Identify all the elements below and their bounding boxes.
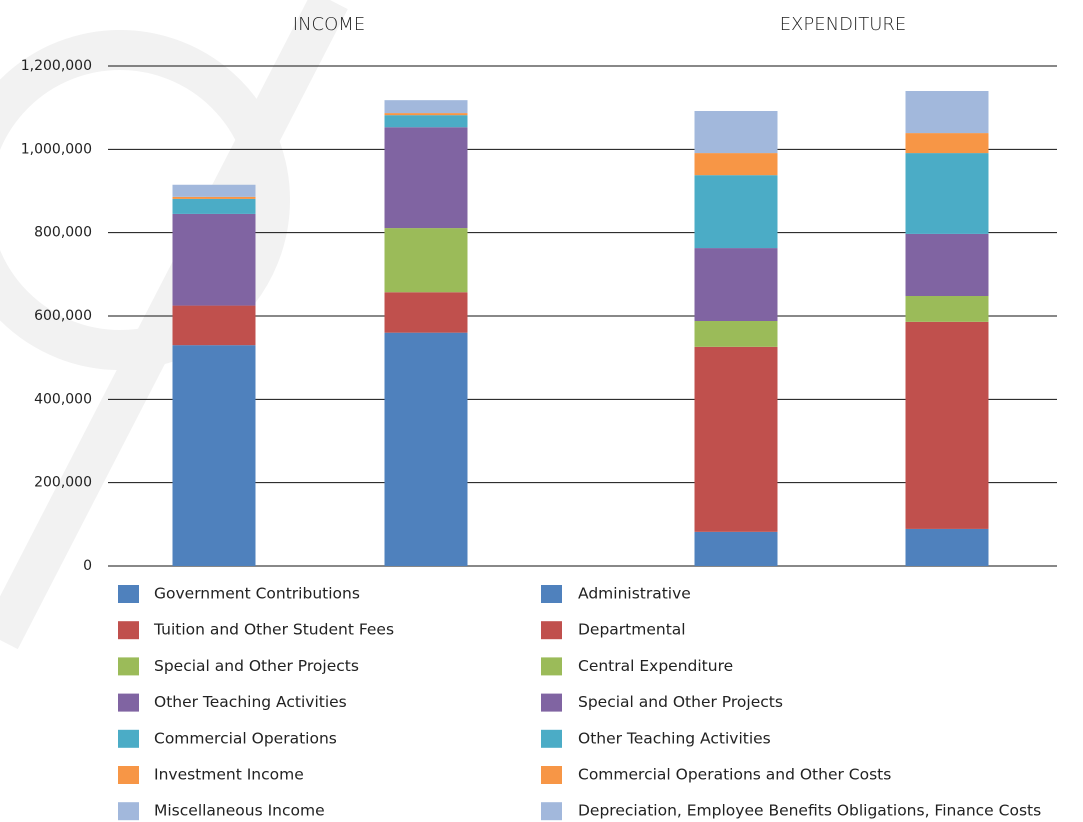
bar-segment bbox=[905, 233, 989, 296]
bar-segment bbox=[384, 113, 468, 116]
bar-segment bbox=[694, 321, 778, 347]
legend-label: Depreciation, Employee Benefits Obligati… bbox=[578, 802, 1041, 820]
legend-label: Special and Other Projects bbox=[578, 693, 783, 711]
legend-label: Commercial Operations and Other Costs bbox=[578, 766, 891, 784]
bar-segment bbox=[694, 111, 778, 154]
bar-segment bbox=[172, 196, 256, 199]
legend-swatch bbox=[541, 802, 562, 821]
legend-label: Tuition and Other Student Fees bbox=[153, 621, 394, 639]
legend-swatch bbox=[541, 766, 562, 784]
chart-title: EXPENDITURE bbox=[780, 14, 907, 35]
legend-swatch bbox=[118, 657, 139, 676]
y-tick-label: 0 bbox=[83, 558, 92, 574]
bar-segment bbox=[694, 175, 778, 249]
bar-segment bbox=[384, 100, 468, 114]
legend-swatch bbox=[541, 657, 562, 676]
legend-swatch bbox=[118, 621, 139, 640]
legend-label: Administrative bbox=[578, 585, 691, 603]
bar-segment bbox=[694, 153, 778, 176]
bar-segment bbox=[694, 531, 778, 566]
y-tick-label: 600,000 bbox=[34, 308, 92, 324]
bar-segment bbox=[384, 127, 468, 229]
y-tick-label: 1,200,000 bbox=[21, 58, 92, 74]
legend-label: Central Expenditure bbox=[578, 657, 733, 675]
bar-segment bbox=[172, 305, 256, 346]
bar-segment bbox=[172, 184, 256, 197]
y-tick-label: 1,000,000 bbox=[21, 141, 92, 157]
legend-label: Departmental bbox=[578, 621, 686, 639]
legend-swatch bbox=[541, 693, 562, 712]
bar-segment bbox=[905, 153, 989, 234]
bar-segment bbox=[694, 346, 778, 532]
bar-segment bbox=[905, 528, 989, 566]
legend-label: Commercial Operations bbox=[154, 729, 337, 747]
bar-segment bbox=[172, 198, 256, 214]
bar-segment bbox=[694, 248, 778, 321]
legend-swatch bbox=[118, 693, 139, 712]
legend-label: Miscellaneous Income bbox=[154, 802, 325, 820]
y-tick-label: 800,000 bbox=[34, 225, 92, 241]
bar-segment bbox=[384, 332, 468, 566]
bar-segment bbox=[905, 321, 989, 529]
bar-segment bbox=[384, 292, 468, 333]
bar-segment bbox=[384, 228, 468, 293]
legend-label: Other Teaching Activities bbox=[154, 693, 347, 711]
legend-swatch bbox=[541, 621, 562, 640]
legend-label: Investment Income bbox=[154, 766, 304, 784]
bar-segment bbox=[905, 133, 989, 154]
legend-label: Other Teaching Activities bbox=[578, 729, 771, 747]
chart-title: INCOME bbox=[293, 14, 365, 35]
bar-segment bbox=[905, 91, 989, 134]
legend-swatch bbox=[541, 729, 562, 748]
bar-segment bbox=[172, 213, 256, 306]
legend-label: Special and Other Projects bbox=[154, 657, 359, 675]
bar-segment bbox=[905, 296, 989, 322]
legend-swatch bbox=[118, 802, 139, 821]
watermark bbox=[0, 0, 348, 650]
bar-segment bbox=[172, 345, 256, 566]
legend-label: Government Contributions bbox=[154, 585, 360, 603]
legend-swatch bbox=[118, 729, 139, 748]
legend-swatch bbox=[118, 766, 139, 784]
bar-segment bbox=[384, 115, 468, 128]
y-tick-label: 400,000 bbox=[34, 391, 92, 407]
y-tick-label: 200,000 bbox=[34, 475, 92, 491]
legend-swatch bbox=[118, 585, 139, 603]
legend-swatch bbox=[541, 585, 562, 603]
